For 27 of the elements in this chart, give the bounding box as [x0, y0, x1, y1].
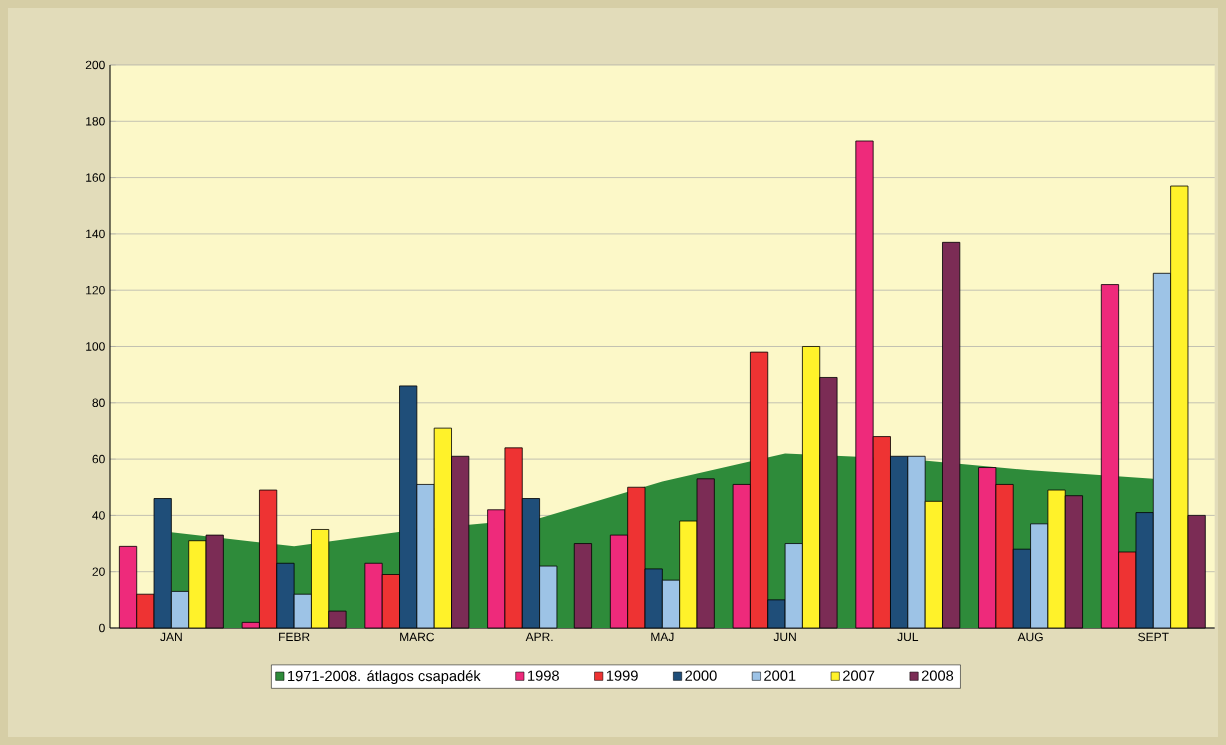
- x-tick-label: JUN: [773, 632, 796, 642]
- y-tick-label: 0: [99, 623, 105, 633]
- y-tick-label: 20: [92, 567, 105, 576]
- y-tick-label: 120: [86, 285, 105, 295]
- y-tick-label: 100: [86, 342, 105, 351]
- y-tick-label: 140: [86, 229, 105, 239]
- y-tick-label: 80: [92, 398, 105, 408]
- legend-label: 2008: [921, 670, 954, 681]
- x-tick-label: AUG: [1017, 632, 1043, 642]
- legend-label: 2001: [764, 670, 796, 681]
- legend-label: 2007: [843, 670, 875, 681]
- x-tick-label: FEBR: [279, 632, 310, 641]
- x-tick-label: JUL: [897, 632, 919, 642]
- x-tick-label: APR.: [525, 632, 553, 641]
- legend-label: 1998: [528, 670, 559, 681]
- legend-label: 1971-2008. átlagos csapadék: [288, 670, 481, 685]
- y-tick-label: 40: [92, 511, 105, 520]
- legend-label: 2000: [685, 670, 717, 681]
- x-tick-label: JAN: [160, 632, 182, 642]
- legend-label: 1999: [606, 670, 638, 681]
- x-tick-label: MARC: [400, 632, 435, 642]
- x-tick-label: MAJ: [651, 632, 674, 642]
- y-tick-label: 60: [92, 454, 105, 464]
- y-tick-label: 200: [85, 60, 105, 70]
- y-tick-label: 180: [86, 117, 105, 126]
- x-tick-label: SEPT: [1138, 632, 1169, 642]
- y-tick-label: 160: [86, 173, 105, 182]
